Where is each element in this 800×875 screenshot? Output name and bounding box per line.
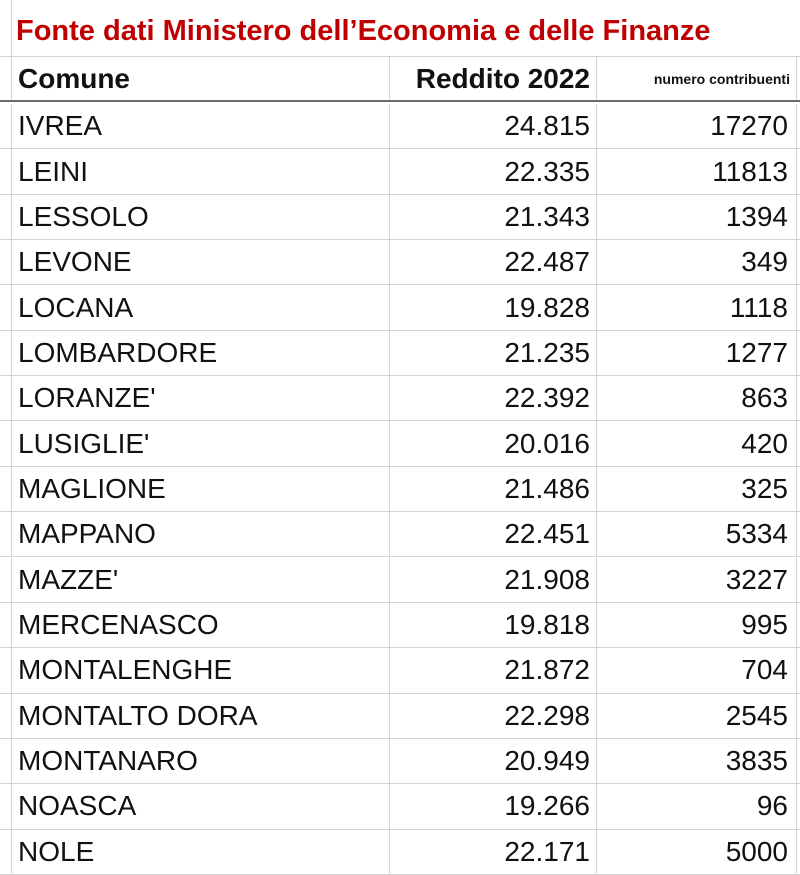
table-row: LEVONE 22.487 349 — [0, 240, 800, 286]
cell-comune[interactable]: NOASCA — [11, 784, 390, 829]
header-comune[interactable]: Comune — [11, 57, 390, 100]
cell-reddito[interactable]: 20.016 — [390, 421, 597, 466]
cell-comune[interactable]: NOLE — [11, 829, 390, 874]
table-row: MAGLIONE 21.486 325 — [0, 466, 800, 513]
cell-comune[interactable]: LOMBARDORE — [11, 330, 390, 376]
cell-reddito[interactable]: 22.335 — [390, 149, 597, 194]
table-row: MONTANARO 20.949 3835 — [0, 738, 800, 785]
cell-reddito[interactable]: 22.487 — [390, 240, 597, 285]
cell-comune[interactable]: LORANZE' — [11, 376, 390, 421]
table-row: MAZZE' 21.908 3227 — [0, 557, 800, 603]
cell-comune[interactable]: IVREA — [11, 104, 390, 149]
table-row: LEINI 22.335 11813 — [0, 149, 800, 195]
cell-reddito[interactable]: 24.815 — [390, 104, 597, 149]
cell-reddito[interactable]: 21.343 — [390, 194, 597, 240]
source-title[interactable]: Fonte dati Ministero dell’Economia e del… — [16, 14, 711, 47]
cell-comune[interactable]: MAPPANO — [11, 512, 390, 557]
table-row: LUSIGLIE' 20.016 420 — [0, 421, 800, 467]
cell-contribuenti[interactable]: 3227 — [597, 557, 797, 602]
cell-reddito[interactable]: 19.828 — [390, 285, 597, 330]
header-reddito[interactable]: Reddito 2022 — [390, 57, 597, 100]
cell-contribuenti[interactable]: 1118 — [597, 285, 797, 330]
grid-line — [11, 0, 12, 56]
cell-comune[interactable]: MAGLIONE — [11, 466, 390, 512]
table-row: MONTALTO DORA 22.298 2545 — [0, 693, 800, 739]
cell-contribuenti[interactable]: 995 — [597, 602, 797, 648]
cell-contribuenti[interactable]: 349 — [597, 240, 797, 285]
cell-reddito[interactable]: 22.392 — [390, 376, 597, 421]
header-row: Comune Reddito 2022 numero contribuenti — [0, 57, 800, 102]
table-row: MAPPANO 22.451 5334 — [0, 512, 800, 558]
cell-reddito[interactable]: 19.818 — [390, 602, 597, 648]
cell-contribuenti[interactable]: 863 — [597, 376, 797, 421]
table-row: LOMBARDORE 21.235 1277 — [0, 330, 800, 377]
cell-contribuenti[interactable]: 5334 — [597, 512, 797, 557]
cell-comune[interactable]: MONTALENGHE — [11, 648, 390, 693]
table-row: NOASCA 19.266 96 — [0, 784, 800, 830]
cell-contribuenti[interactable]: 420 — [597, 421, 797, 466]
cell-comune[interactable]: LESSOLO — [11, 194, 390, 240]
cell-comune[interactable]: MERCENASCO — [11, 602, 390, 648]
cell-contribuenti[interactable]: 325 — [597, 466, 797, 512]
title-row: Fonte dati Ministero dell’Economia e del… — [0, 0, 800, 57]
cell-reddito[interactable]: 22.171 — [390, 829, 597, 874]
cell-reddito[interactable]: 21.486 — [390, 466, 597, 512]
cell-contribuenti[interactable]: 17270 — [597, 104, 797, 149]
cell-contribuenti[interactable]: 3835 — [597, 738, 797, 784]
header-contribuenti[interactable]: numero contribuenti — [597, 57, 797, 100]
cell-comune[interactable]: MONTALTO DORA — [11, 693, 390, 738]
table-row: LORANZE' 22.392 863 — [0, 376, 800, 422]
cell-comune[interactable]: LEVONE — [11, 240, 390, 285]
cell-contribuenti[interactable]: 2545 — [597, 693, 797, 738]
cell-contribuenti[interactable]: 1277 — [597, 330, 797, 376]
cell-reddito[interactable]: 21.908 — [390, 557, 597, 602]
cell-comune[interactable]: LOCANA — [11, 285, 390, 330]
table-row: MERCENASCO 19.818 995 — [0, 602, 800, 649]
cell-reddito[interactable]: 19.266 — [390, 784, 597, 829]
cell-reddito[interactable]: 21.235 — [390, 330, 597, 376]
cell-contribuenti[interactable]: 5000 — [597, 829, 797, 874]
table-row: NOLE 22.171 5000 — [0, 829, 800, 875]
cell-contribuenti[interactable]: 11813 — [597, 149, 797, 194]
table-row: IVREA 24.815 17270 — [0, 104, 800, 150]
table-row: LOCANA 19.828 1118 — [0, 285, 800, 331]
cell-comune[interactable]: MAZZE' — [11, 557, 390, 602]
table-row: LESSOLO 21.343 1394 — [0, 194, 800, 241]
table-row: MONTALENGHE 21.872 704 — [0, 648, 800, 694]
cell-contribuenti[interactable]: 704 — [597, 648, 797, 693]
cell-reddito[interactable]: 20.949 — [390, 738, 597, 784]
cell-reddito[interactable]: 22.451 — [390, 512, 597, 557]
cell-comune[interactable]: LUSIGLIE' — [11, 421, 390, 466]
cell-reddito[interactable]: 21.872 — [390, 648, 597, 693]
cell-reddito[interactable]: 22.298 — [390, 693, 597, 738]
cell-contribuenti[interactable]: 1394 — [597, 194, 797, 240]
cell-comune[interactable]: LEINI — [11, 149, 390, 194]
cell-contribuenti[interactable]: 96 — [597, 784, 797, 829]
cell-comune[interactable]: MONTANARO — [11, 738, 390, 784]
